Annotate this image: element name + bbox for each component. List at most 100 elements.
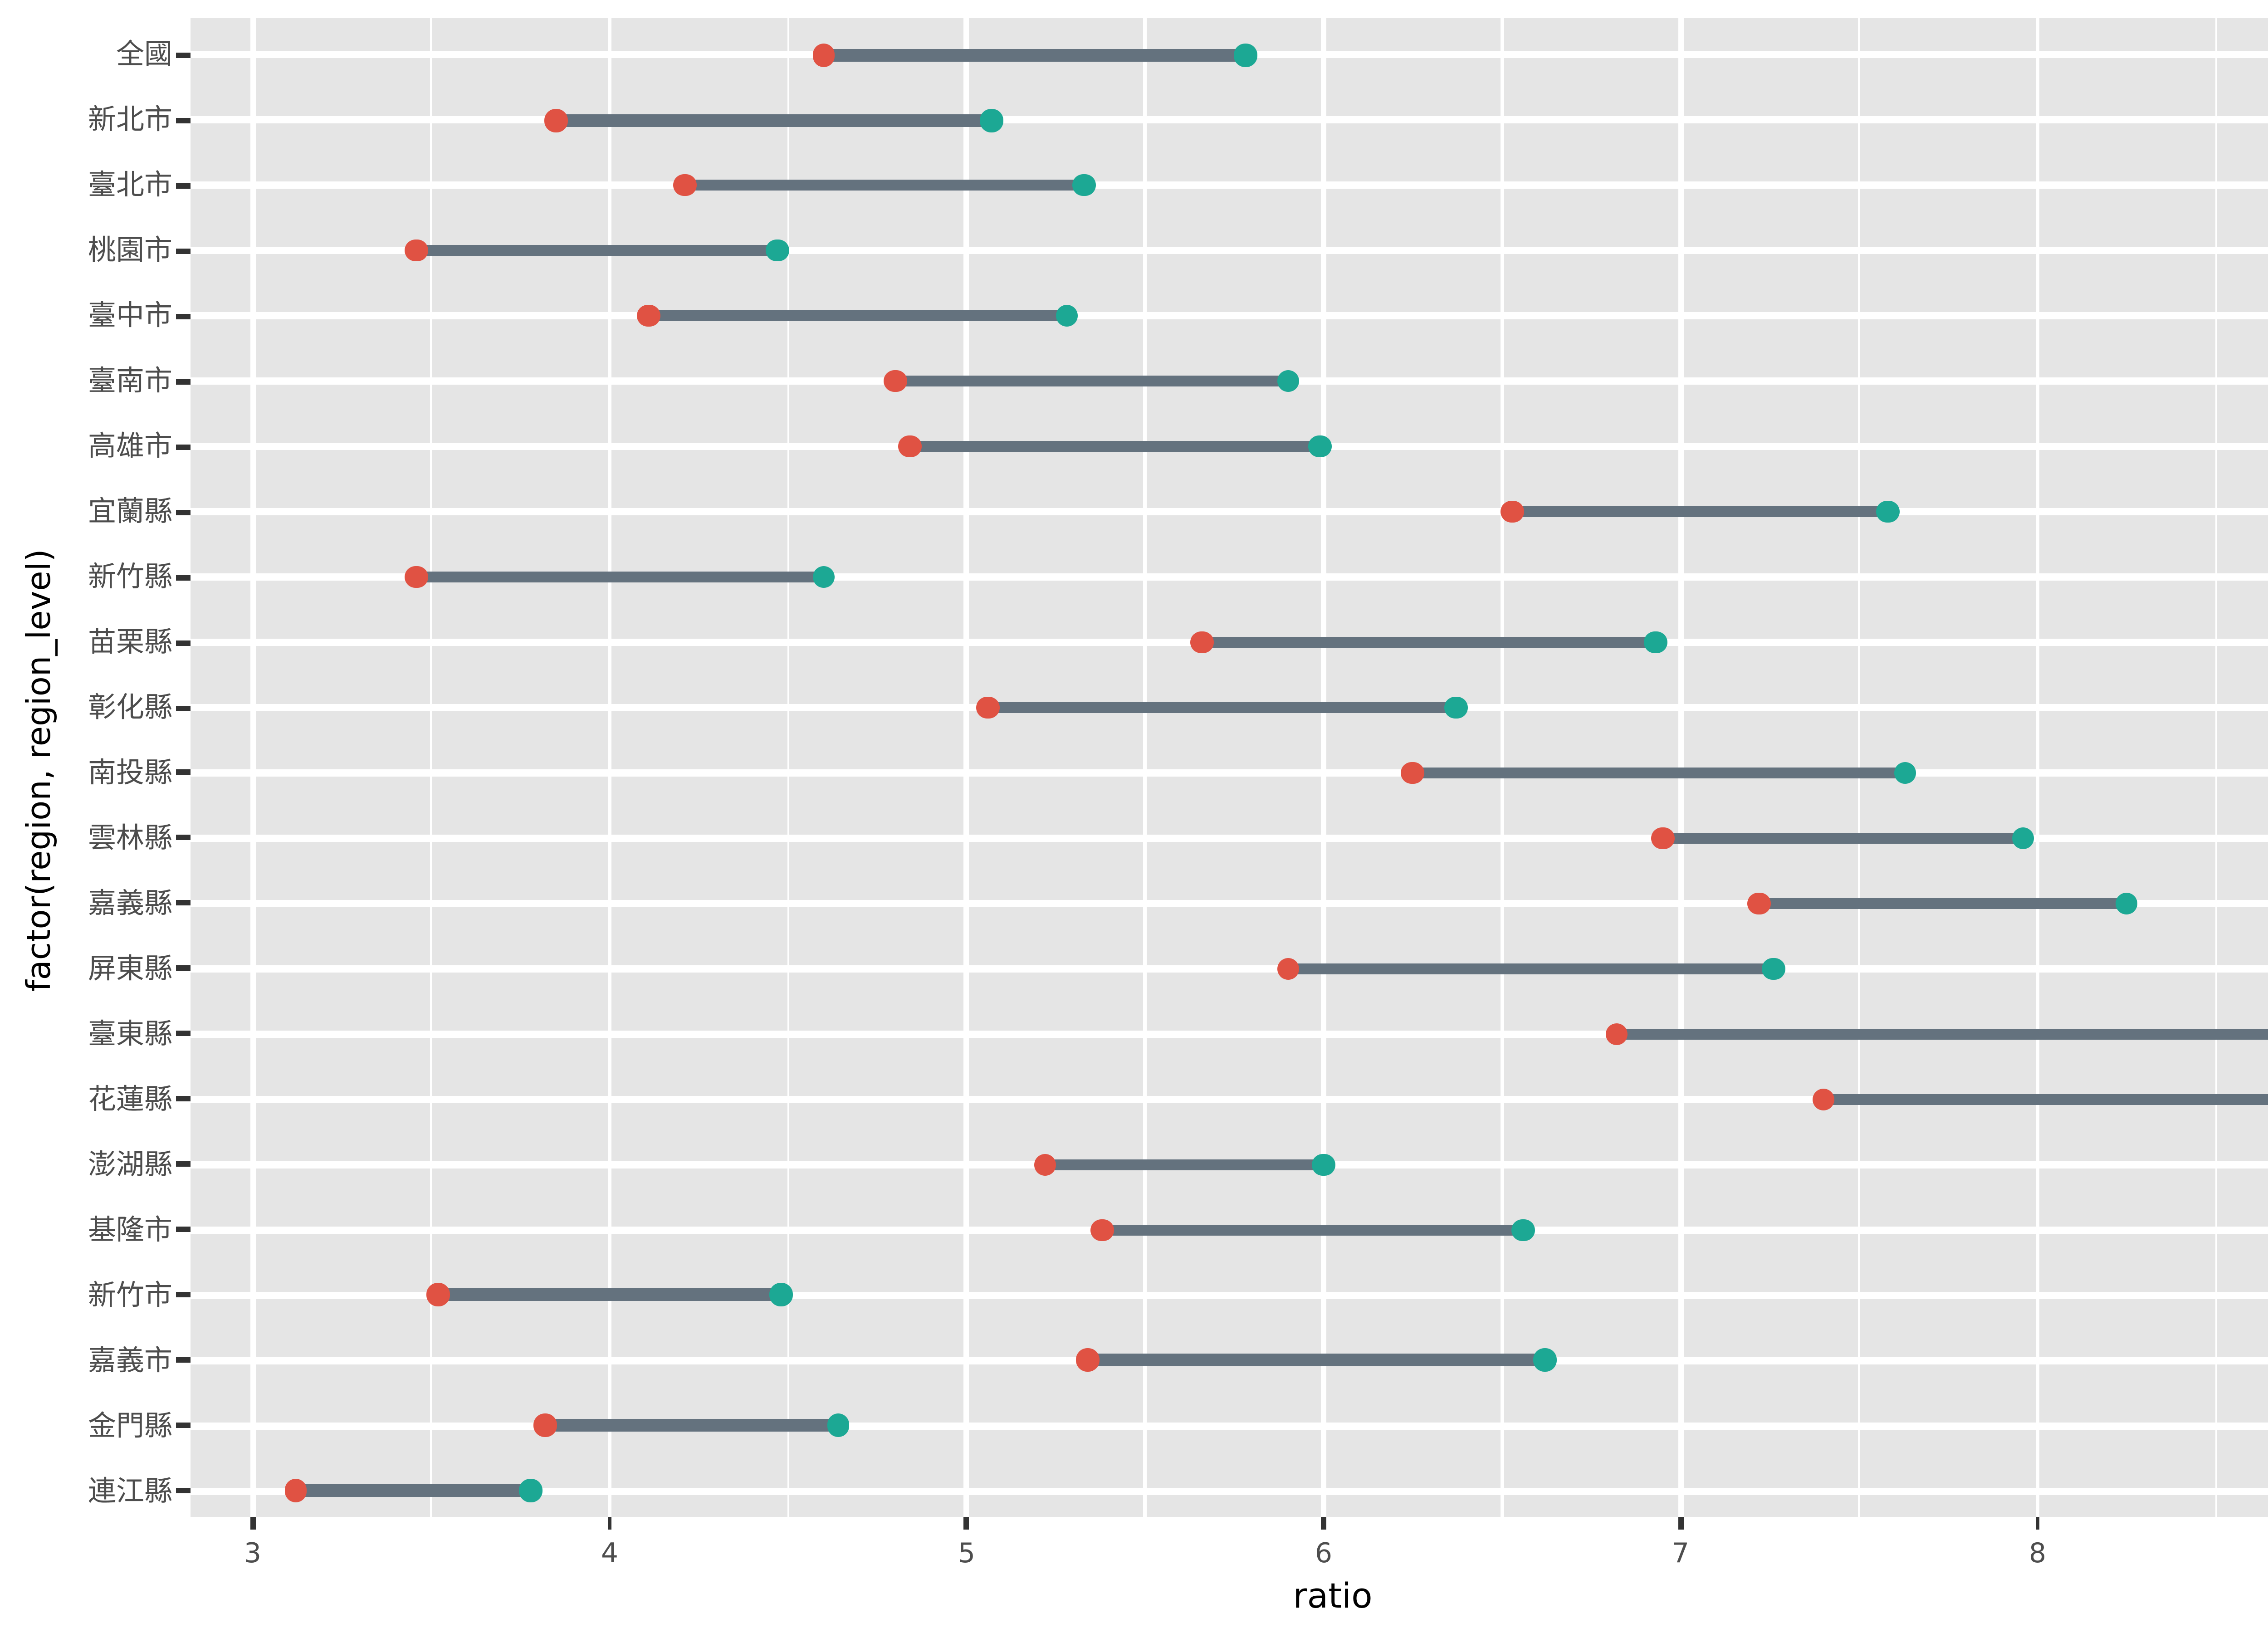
y-tick-mark — [176, 835, 191, 841]
x-tick-mark — [964, 1517, 969, 1530]
x-tick-label: 8 — [2028, 1537, 2047, 1569]
gridline-major-v — [607, 18, 612, 1517]
dot-male — [812, 566, 836, 589]
y-tick-label: 苗栗縣 — [88, 626, 172, 659]
y-tick-label: 嘉義縣 — [88, 887, 172, 920]
dumbbell-segment — [1288, 963, 1774, 975]
dumbbell-segment — [1759, 897, 2127, 909]
gridline-minor-v — [2214, 18, 2218, 1517]
dot-female — [812, 43, 836, 67]
y-tick-mark — [176, 117, 191, 123]
dot-female — [544, 108, 568, 132]
y-tick-mark — [176, 1358, 191, 1363]
dot-female — [898, 435, 921, 458]
y-tick-label: 臺北市 — [88, 169, 172, 202]
y-tick-label: 高雄市 — [88, 430, 172, 463]
x-tick-label: 4 — [601, 1537, 619, 1569]
dot-female — [673, 174, 696, 197]
gridline-minor-v — [787, 18, 790, 1517]
dot-male — [1233, 43, 1256, 67]
x-tick-mark — [250, 1517, 255, 1530]
x-tick-mark — [2035, 1517, 2040, 1530]
y-tick-mark — [176, 1292, 191, 1298]
y-tick-mark — [176, 1227, 191, 1233]
y-tick-mark — [176, 313, 191, 319]
y-tick-mark — [176, 1423, 191, 1428]
dot-male — [519, 1479, 543, 1502]
dot-female — [1605, 1022, 1628, 1046]
gridline-major-v — [250, 18, 255, 1517]
gridline-minor-v — [1144, 18, 1147, 1517]
row-gridline — [191, 1422, 2268, 1429]
dot-male — [1055, 304, 1078, 328]
y-tick-label: 桃園市 — [88, 234, 172, 267]
dumbbell-segment — [1662, 832, 2024, 844]
y-tick-label: 南投縣 — [88, 756, 172, 789]
dot-male — [1308, 435, 1332, 458]
row-gridline — [191, 313, 2268, 320]
y-tick-label: 彰化縣 — [88, 691, 172, 724]
gridline-major-v — [1321, 18, 1326, 1517]
y-tick-mark — [176, 1031, 191, 1037]
row-gridline — [191, 1095, 2268, 1103]
dumbbell-segment — [1823, 1093, 2268, 1105]
dot-female — [405, 239, 429, 262]
dot-male — [1512, 1218, 1535, 1242]
dot-female — [405, 566, 429, 589]
dumbbell-segment — [1088, 1354, 1545, 1367]
dumbbell-segment — [1513, 506, 1888, 518]
y-tick-mark — [176, 509, 191, 515]
dumbbell-segment — [295, 1485, 531, 1497]
row-gridline — [191, 965, 2268, 973]
y-tick-mark — [176, 705, 191, 710]
dot-male — [1644, 631, 1667, 654]
y-tick-mark — [176, 1162, 191, 1168]
y-tick-label: 新北市 — [88, 103, 172, 137]
row-gridline — [191, 769, 2268, 777]
y-tick-mark — [176, 574, 191, 580]
x-axis-title: ratio — [1293, 1577, 1373, 1617]
y-tick-mark — [176, 640, 191, 645]
y-tick-mark — [176, 1488, 191, 1494]
y-tick-label: 臺中市 — [88, 299, 172, 332]
y-tick-mark — [176, 444, 191, 450]
dot-male — [1073, 174, 1096, 197]
y-tick-mark — [176, 52, 191, 58]
dot-female — [1501, 500, 1525, 523]
y-tick-mark — [176, 770, 191, 776]
dot-female — [284, 1479, 307, 1502]
dumbbell-segment — [895, 375, 1288, 387]
dot-female — [534, 1414, 557, 1437]
dumbbell-segment — [909, 440, 1320, 453]
dumbbell-segment — [988, 701, 1456, 714]
y-tick-label: 澎湖縣 — [88, 1148, 172, 1181]
dot-female — [1076, 1349, 1100, 1372]
dot-female — [1401, 761, 1424, 785]
dot-male — [1276, 370, 1300, 393]
y-tick-mark — [176, 378, 191, 384]
dot-male — [766, 239, 789, 262]
dumbbell-segment — [1045, 1159, 1324, 1171]
y-tick-label: 基隆市 — [88, 1213, 172, 1247]
x-tick-label: 5 — [958, 1537, 976, 1569]
x-tick-mark — [1678, 1517, 1683, 1530]
dot-male — [769, 1283, 792, 1307]
y-tick-mark — [176, 900, 191, 906]
plot-panel — [191, 18, 2268, 1517]
y-tick-label: 臺南市 — [88, 365, 172, 398]
dot-female — [427, 1283, 450, 1307]
dumbbell-segment — [417, 571, 824, 583]
y-tick-label: 連江縣 — [88, 1474, 172, 1507]
y-tick-label: 宜蘭縣 — [88, 495, 172, 528]
dot-male — [980, 108, 1003, 132]
x-tick-label: 7 — [1672, 1537, 1690, 1569]
dumbbell-segment — [417, 244, 777, 257]
y-axis-title: factor(region, region_level) — [21, 549, 59, 992]
dumbbell-segment — [649, 310, 1067, 322]
dot-female — [1747, 892, 1771, 915]
dumbbell-segment — [1413, 767, 1906, 779]
y-tick-label: 屏東縣 — [88, 952, 172, 985]
dot-male — [1894, 761, 1917, 785]
